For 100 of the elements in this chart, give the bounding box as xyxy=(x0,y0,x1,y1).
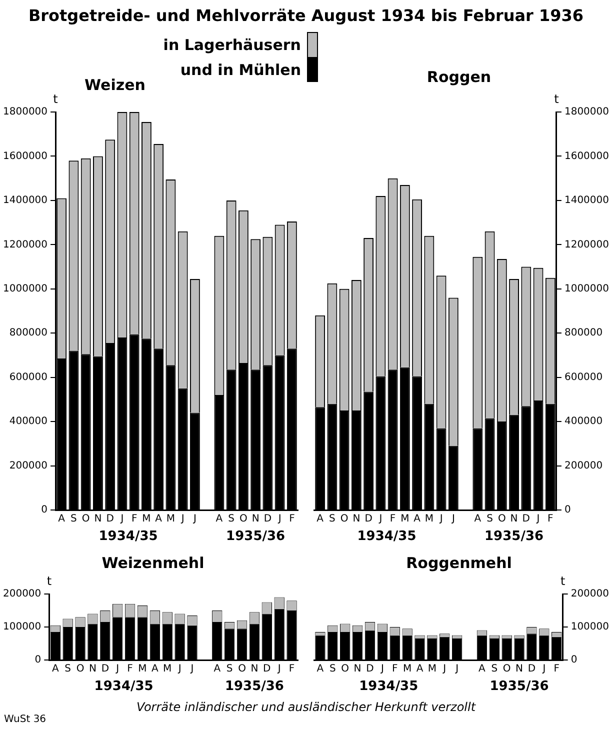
x-tick-label: A xyxy=(316,664,324,675)
x-tick-label: A xyxy=(152,664,159,675)
x-tick-label: O xyxy=(340,514,348,525)
x-tick-label: A xyxy=(155,514,162,525)
y-tick-label: 0 xyxy=(570,654,578,666)
x-tick-label: M xyxy=(424,514,434,525)
x-tick-label: O xyxy=(240,514,248,525)
x-tick-label: S xyxy=(329,514,336,525)
x-tick-label: J xyxy=(192,514,196,525)
x-tick-label: A xyxy=(58,514,66,525)
x-tick-label: M xyxy=(166,514,176,525)
y-tick-label: 1800000 xyxy=(564,106,610,118)
x-tick-label: O xyxy=(502,664,511,675)
text: 1935/36 xyxy=(484,528,544,544)
x-tick-label: J xyxy=(380,664,384,675)
x-tick-label: J xyxy=(115,664,120,675)
x-tick-label: M xyxy=(163,664,172,675)
x-tick-label: F xyxy=(554,664,560,675)
x-tick-label: J xyxy=(536,514,540,525)
chart-title: Brotgetreide- und Mehlvorräte August 1934 bis Februar 1936 xyxy=(27,6,585,25)
y-tick-label: 800000 xyxy=(9,328,48,339)
x-tick-label: D xyxy=(528,664,536,675)
x-tick-label: D xyxy=(106,514,114,525)
y-axis-title: t xyxy=(560,574,566,588)
y-tick-label: 1600000 xyxy=(564,150,610,162)
x-tick-label: D xyxy=(522,514,530,525)
x-tick-label: M xyxy=(402,664,412,675)
x-tick-label: J xyxy=(190,664,194,675)
y-tick-label: 600000 xyxy=(9,372,48,383)
text: 1934/35 xyxy=(357,528,416,544)
x-tick-label: J xyxy=(177,664,182,675)
x-tick-label: A xyxy=(478,664,486,675)
y-tick-label: 1000000 xyxy=(564,283,610,294)
x-tick-label: A xyxy=(52,664,59,675)
x-tick-label: D xyxy=(101,664,110,675)
x-tick-label: J xyxy=(120,514,124,525)
x-tick-label: A xyxy=(216,514,223,525)
x-tick-label: A xyxy=(416,664,424,675)
y-axis-title: t xyxy=(554,92,560,106)
x-tick-label: J xyxy=(450,514,455,525)
x-tick-label: J xyxy=(442,664,446,675)
x-tick-label: F xyxy=(127,664,134,675)
x-tick-label: A xyxy=(474,514,482,525)
y-tick-label: 200000 xyxy=(9,460,48,472)
y-tick-label: 100000 xyxy=(2,622,42,633)
legend-label: und in Mühlen xyxy=(179,60,301,78)
x-tick-label: O xyxy=(238,664,246,675)
text: Vorräte inländischer und ausländischer Herkunft verzollt xyxy=(135,700,477,714)
text: 1934/35 xyxy=(359,678,418,694)
y-tick-label: 1800000 xyxy=(2,106,48,118)
x-tick-label: D xyxy=(264,514,272,525)
y-tick-label: 600000 xyxy=(564,372,603,383)
x-tick-label: A xyxy=(414,514,421,525)
x-tick-label: O xyxy=(498,514,506,525)
y-tick-label: 800000 xyxy=(564,328,603,339)
y-tick-label: 1400000 xyxy=(564,195,610,206)
x-tick-label: S xyxy=(228,514,234,525)
x-tick-label: J xyxy=(378,514,382,525)
x-tick-label: S xyxy=(491,664,498,675)
x-tick-label: J xyxy=(454,664,459,675)
x-tick-label: M xyxy=(400,514,410,525)
x-tick-label: J xyxy=(542,664,546,675)
x-tick-label: N xyxy=(252,514,260,525)
legend-label: in Lagerhäusern xyxy=(163,36,301,54)
chart-title: Roggen xyxy=(426,68,492,86)
y-tick-label: 1400000 xyxy=(2,195,48,206)
x-tick-label: N xyxy=(352,514,360,525)
y-axis-title: t xyxy=(46,574,52,588)
x-tick-label: F xyxy=(289,514,296,525)
y-tick-label: 1200000 xyxy=(564,239,610,250)
x-tick-label: D xyxy=(366,664,374,675)
x-tick-label: S xyxy=(329,664,336,675)
x-tick-label: O xyxy=(341,664,350,675)
chart-title: Weizenmehl xyxy=(100,554,206,572)
x-tick-label: F xyxy=(288,664,295,675)
y-tick-label: 200000 xyxy=(564,460,603,472)
x-tick-label: M xyxy=(428,664,437,675)
y-tick-label: 400000 xyxy=(9,416,48,428)
x-tick-label: S xyxy=(70,514,77,525)
x-tick-label: J xyxy=(277,514,282,525)
x-tick-label: F xyxy=(131,514,138,525)
text: 1934/35 xyxy=(94,678,154,694)
x-tick-label: N xyxy=(250,664,258,675)
y-tick-label: 1200000 xyxy=(2,239,48,250)
x-tick-label: M xyxy=(142,514,151,525)
text: 1935/36 xyxy=(224,678,284,694)
text: 1934/35 xyxy=(98,528,158,544)
x-tick-label: J xyxy=(276,664,281,675)
y-tick-label: 0 xyxy=(41,504,48,516)
x-tick-label: F xyxy=(390,514,396,525)
text: 1935/36 xyxy=(490,678,549,694)
x-tick-label: N xyxy=(88,664,96,675)
x-tick-label: D xyxy=(364,514,373,525)
x-tick-label: S xyxy=(486,514,493,525)
x-tick-label: F xyxy=(392,664,398,675)
x-tick-label: D xyxy=(263,664,272,675)
x-tick-label: N xyxy=(94,514,102,525)
y-tick-label: 400000 xyxy=(564,416,603,428)
y-axis-title: t xyxy=(53,92,58,106)
x-tick-label: S xyxy=(226,664,233,675)
